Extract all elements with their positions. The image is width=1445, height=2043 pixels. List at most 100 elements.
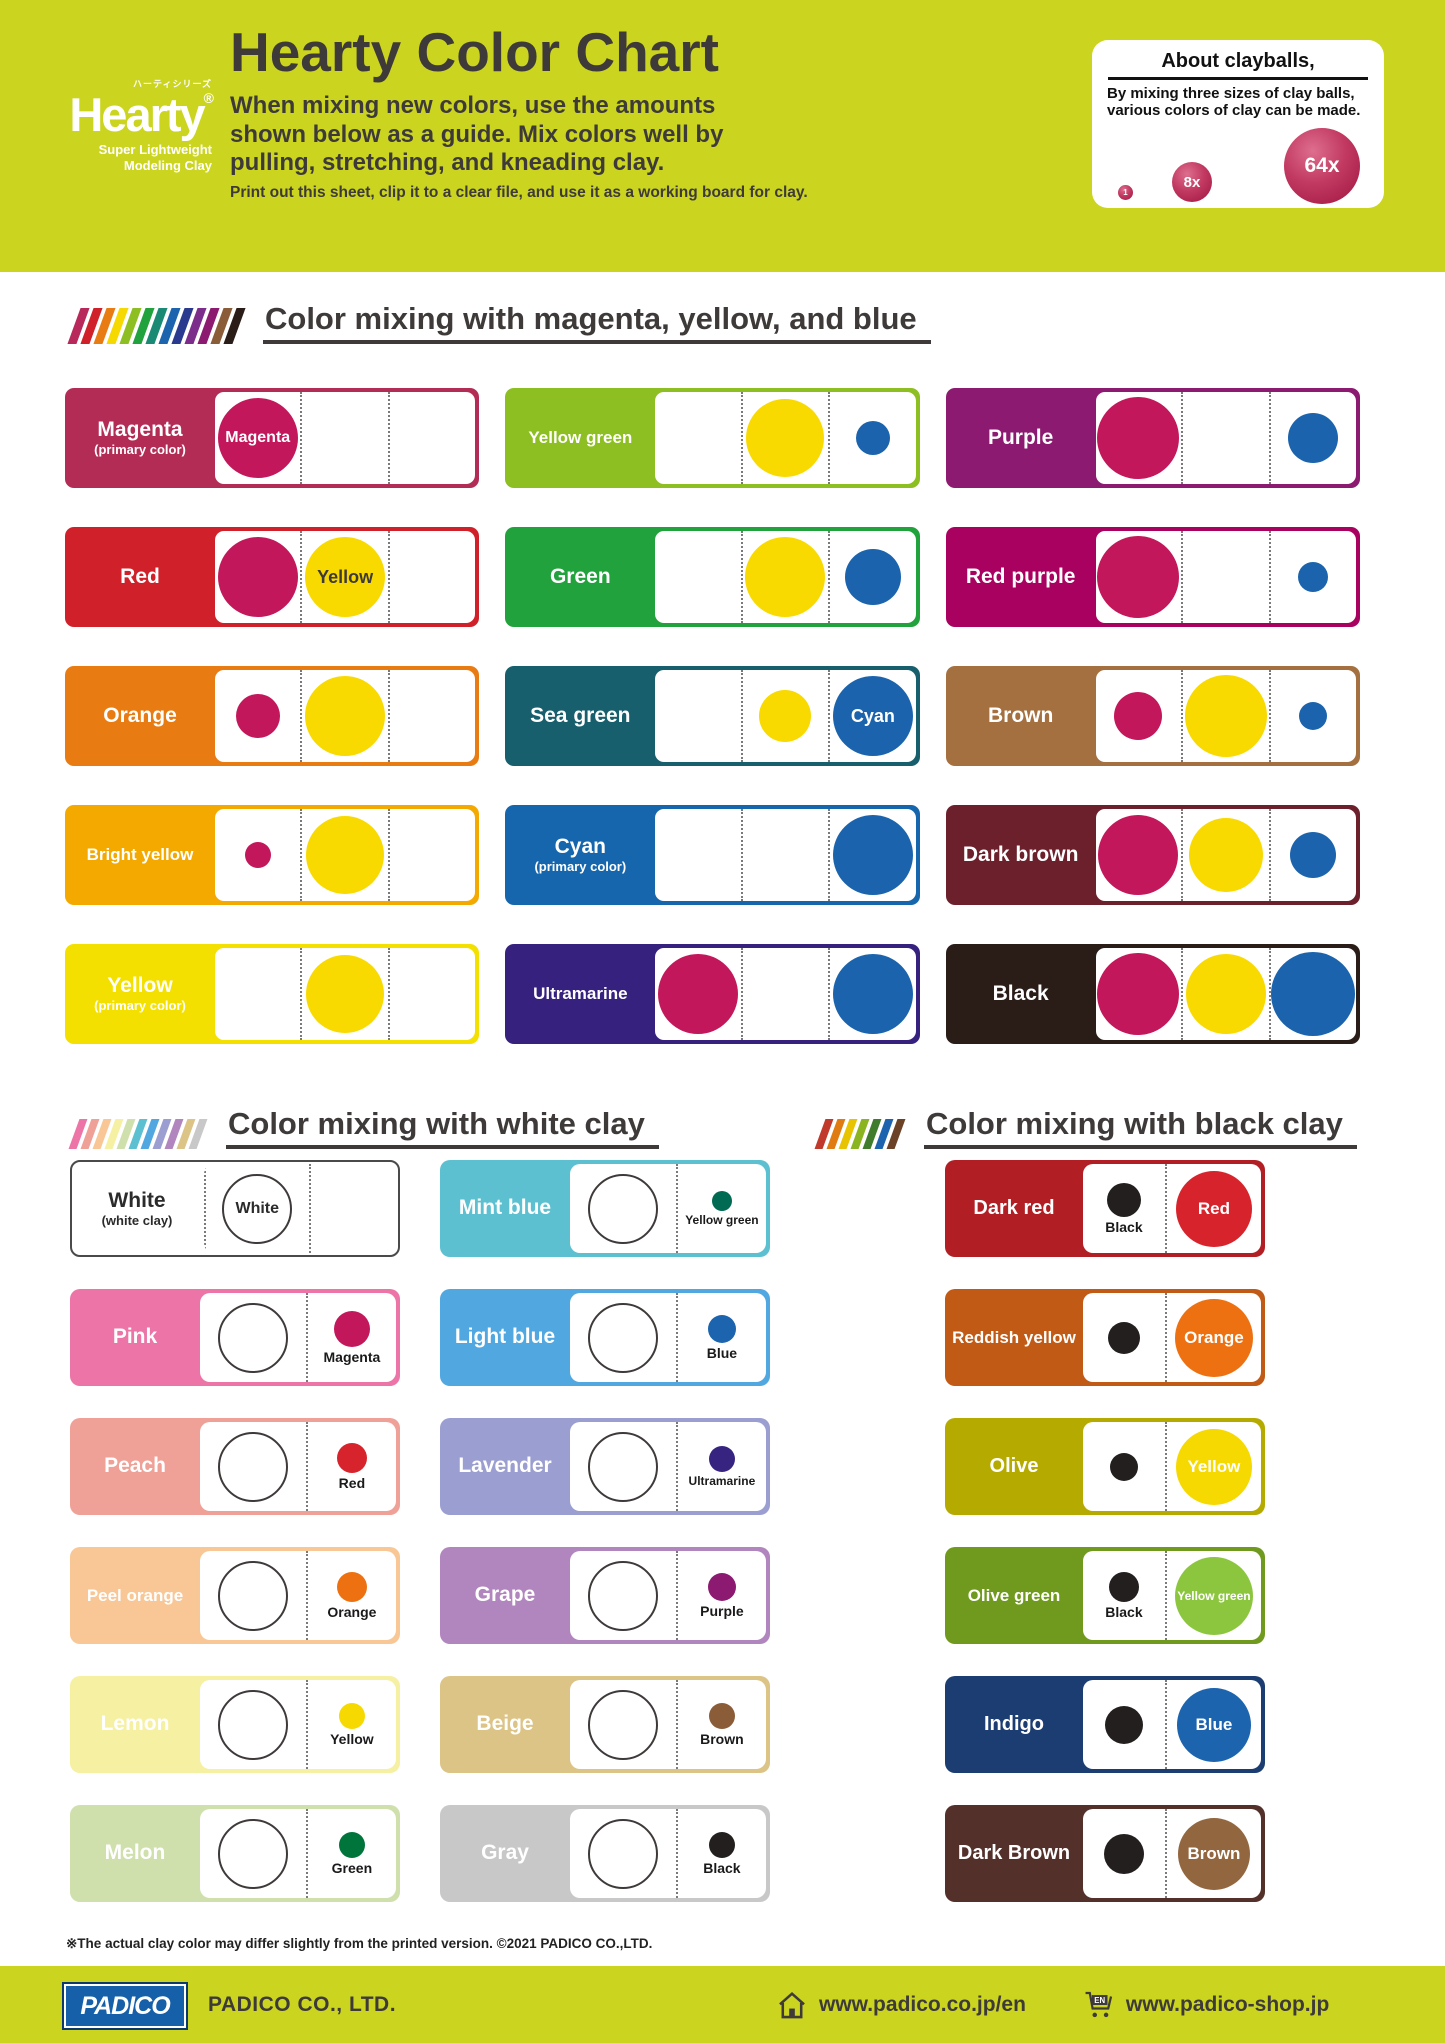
card-color-name: Brown [987,703,1054,727]
clay-ball-blue [1288,413,1339,463]
clay-ball-magenta [658,954,739,1034]
clay-ball-magenta [1098,815,1179,895]
white-ball-cell [200,1680,306,1769]
mix-dot-label: Yellow [330,1730,374,1747]
clay-ball-blue [844,549,901,605]
clayball-64x: 64x [1284,128,1360,204]
mix-cell [828,948,915,1040]
color-card-indigo: Indigo Blue [945,1676,1265,1773]
mix-area: Blue [570,1293,766,1382]
mix-area [1095,809,1356,901]
mix-area [655,948,916,1040]
card-color-name: Beige [476,1712,534,1736]
mix-cell [1096,531,1181,623]
black-dot-cell: Black [1083,1164,1165,1253]
clay-ball-blue [855,421,890,455]
shop-link: EN www.padico-shop.jp [1082,1988,1329,2022]
mix-cell [655,392,740,484]
mix-area [655,809,916,901]
section-cmyb-title: Color mixing with magenta, yellow, and b… [263,301,931,344]
card-color-name: Black [992,981,1049,1005]
color-card-cyan: Cyan (primary color) [505,805,920,905]
mix-cell [1181,809,1268,901]
clay-ball-magenta [1114,692,1163,740]
mix-area [1095,948,1356,1040]
mix-area: Orange [1083,1293,1261,1382]
mix-cell [740,531,828,623]
card-color-name: Green [549,564,611,588]
white-ball-cell [570,1809,676,1898]
mix-dot-cell: Yellow green [675,1164,766,1253]
mix-dot-cell [308,1164,396,1253]
mix-ball-cell: Brown [1164,1809,1261,1898]
white-clay-ball [587,1689,658,1760]
clay-dot-black [708,1831,735,1858]
card-color-name: Dark red [973,1197,1055,1219]
mix-ball-cell: Orange [1164,1293,1261,1382]
mix-dot-cell: Purple [675,1551,766,1640]
white-ball-cell [570,1422,676,1511]
cart-icon: EN [1085,1991,1113,2017]
color-card-lavender: Lavender Ultramarine [440,1418,770,1515]
mix-cell [300,809,387,901]
mix-cell [1268,809,1356,901]
about-clayballs-text: By mixing three sizes of clay balls, var… [1107,85,1361,120]
mix-cell [740,809,828,901]
mix-cell [1181,670,1268,762]
card-color-name: Reddish yellow [952,1327,1076,1347]
white-clay-ball [587,1818,658,1889]
mix-dot-label: Black [703,1859,741,1876]
clay-ball-blue [1271,952,1356,1036]
white-clay-ball [217,1431,288,1502]
white-clay-ball [217,1302,288,1373]
mix-area: Brown [1083,1809,1261,1898]
white-clay-ball [217,1689,288,1760]
clay-ball-yellow [759,690,812,742]
mix-cell [387,392,475,484]
card-color-name: Purple [987,425,1054,449]
white-clay-ball [587,1431,658,1502]
color-stripes-icon [66,308,246,344]
section-white-heading: Color mixing with white clay [66,1106,659,1149]
clay-ball-blue [832,815,913,895]
black-dot-cell [1083,1293,1165,1382]
card-color-name: Ultramarine [533,984,628,1004]
white-ball-cell [200,1809,306,1898]
mix-cell [300,948,387,1040]
black-clay-dot [1108,1571,1139,1602]
clay-ball-magenta [235,694,280,738]
white-clay-card-grid: White (white clay) White Pink Magenta Peach Re… [70,1160,770,1902]
color-card-beige: Beige Brown [440,1676,770,1773]
card-color-name: Light blue [454,1325,556,1349]
card-color-name: Orange [103,703,177,727]
mix-area: Blue [1083,1680,1261,1769]
mix-area: Yellow [215,531,476,623]
color-card-ultramarine: Ultramarine [505,944,920,1044]
mix-cell [740,670,828,762]
mix-cell [655,531,740,623]
black-clay-dot [1104,1705,1143,1744]
disclaimer-text: ※The actual clay color may differ slight… [66,1936,653,1951]
white-ball-cell [200,1422,306,1511]
card-color-name: Yellow green [528,428,633,448]
card-color-subname: (primary color) [94,442,186,458]
mix-cell [1181,948,1268,1040]
card-color-name: Dark brown [962,842,1079,866]
mix-cell [215,948,300,1040]
white-ball-cell [200,1293,306,1382]
black-clay-dot [1106,1182,1141,1217]
clay-ball-blue: Blue [1176,1687,1251,1762]
clay-dot-green [338,1831,365,1858]
color-card-gray: Gray Black [440,1805,770,1902]
mix-dot-cell: Yellow [305,1680,396,1769]
black-dot-cell [1083,1422,1165,1511]
mix-area: Red [200,1422,396,1511]
mix-dot-cell: Blue [675,1293,766,1382]
mix-area: Black Yellow green [1083,1551,1261,1640]
mix-cell [387,948,475,1040]
clay-ball-yellow [1188,818,1263,892]
mix-cell [387,531,475,623]
black-dot-cell [1083,1809,1165,1898]
card-color-name: Pink [112,1325,158,1349]
card-color-name: Peel orange [86,1585,184,1605]
